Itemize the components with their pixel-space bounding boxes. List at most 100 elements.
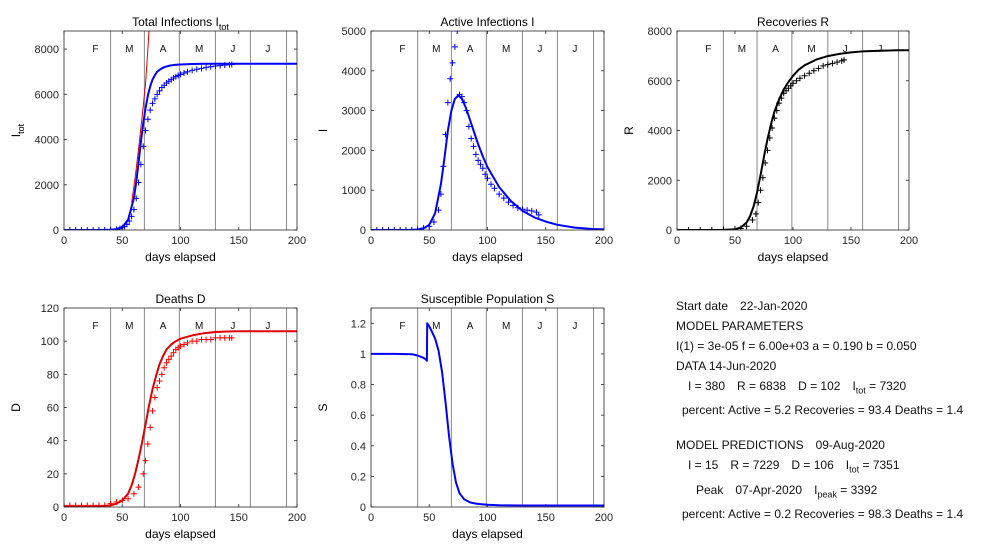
data-point <box>149 100 156 107</box>
data-point <box>472 151 479 158</box>
plot-area <box>371 31 604 230</box>
y-axis-label: D <box>9 403 23 412</box>
x-tick-label: 100 <box>171 235 189 247</box>
data-point <box>64 502 67 507</box>
chart-title: Deaths D <box>155 292 205 306</box>
month-label: A <box>160 44 167 55</box>
x-tick-label: 200 <box>595 235 613 247</box>
chart-title: Recoveries R <box>757 15 829 29</box>
data-point <box>149 407 156 414</box>
data-values-row: I = 380 R = 6838 D = 102 Itot = 7320 <box>676 376 996 400</box>
data-point <box>140 470 147 477</box>
peak-row: Peak 07-Apr-2020 Ipeak = 3392 <box>676 480 996 504</box>
data-point <box>90 227 97 230</box>
data-point <box>708 227 715 230</box>
month-label: F <box>399 321 405 332</box>
chart-total: F M A M J J0 50 100 150 20002000400060008000Total… <box>9 15 306 264</box>
data-point <box>528 207 535 214</box>
y-tick-label: 0.6 <box>351 410 366 422</box>
data-point <box>829 60 836 67</box>
data-point <box>184 68 191 75</box>
data-point <box>161 364 168 371</box>
peak-i-label: I <box>814 482 818 497</box>
y-tick-label: 0 <box>360 502 366 514</box>
y-tick-label: 5000 <box>342 26 366 38</box>
y-tick-label: 4000 <box>648 126 672 138</box>
data-point <box>500 195 507 202</box>
data-point <box>470 143 477 150</box>
data-point <box>465 123 472 130</box>
month-label: J <box>265 321 270 332</box>
series-line <box>131 31 150 203</box>
data-r: R = 6838 <box>737 379 787 393</box>
month-label: A <box>467 44 474 55</box>
y-axis-label: R <box>622 126 636 135</box>
data-point <box>95 227 102 230</box>
y-tick-label: 2000 <box>342 145 366 157</box>
month-label: A <box>467 321 474 332</box>
data-point <box>820 62 827 69</box>
plot-area <box>371 308 604 507</box>
data-point <box>749 217 756 224</box>
y-tick-label: 20 <box>47 469 59 481</box>
data-point <box>177 71 184 78</box>
data-point <box>385 227 392 230</box>
data-point <box>156 377 163 384</box>
x-tick-label: 150 <box>537 512 555 524</box>
data-point <box>496 191 503 198</box>
data-point <box>451 43 458 50</box>
data-point <box>177 343 184 350</box>
x-tick-label: 150 <box>230 235 248 247</box>
x-tick-label: 100 <box>478 512 496 524</box>
data-point <box>796 75 803 82</box>
month-label: F <box>705 44 711 55</box>
data-point <box>228 334 235 341</box>
data-point <box>144 440 151 447</box>
series-group <box>64 31 297 230</box>
data-point <box>165 356 172 363</box>
info-panel: Start date 22-Jan-2020 MODEL PARAMETERS I… <box>676 296 996 524</box>
data-point <box>397 227 404 230</box>
data-point <box>189 67 196 74</box>
data-point <box>198 65 205 72</box>
data-point <box>144 116 151 123</box>
chart-title: Active Infections I <box>440 15 534 29</box>
x-tick-label: 100 <box>784 235 802 247</box>
data-percent: percent: Active = 5.2 Recoveries = 93.4 … <box>682 403 964 418</box>
pred-d: D = 106 <box>791 458 834 473</box>
month-label: M <box>807 44 815 55</box>
data-point <box>156 87 163 94</box>
x-axis-label: days elapsed <box>452 250 523 264</box>
x-tick-label: 0 <box>368 512 374 524</box>
month-label: M <box>125 321 133 332</box>
y-tick-label: 6000 <box>648 76 672 88</box>
x-tick-label: 50 <box>423 512 435 524</box>
series-line <box>677 49 909 230</box>
data-point <box>193 66 200 73</box>
data-point <box>824 61 831 68</box>
data-itot-sub: tot <box>855 385 866 396</box>
data-point <box>130 206 137 213</box>
x-tick-label: 50 <box>116 235 128 247</box>
model-params-heading: MODEL PARAMETERS <box>676 319 804 333</box>
chart-title: Susceptible Population S <box>421 292 554 306</box>
series-group <box>371 322 604 507</box>
month-label: M <box>738 44 746 55</box>
data-point <box>790 80 796 87</box>
pred-r: R = 7229 <box>730 458 780 473</box>
data-point <box>180 341 187 348</box>
data-point <box>834 59 841 66</box>
y-tick-label: 8000 <box>648 26 672 38</box>
peak-i-sub: peak <box>817 489 837 500</box>
y-tick-label: 0.4 <box>351 441 366 453</box>
y-tick-label: 8000 <box>35 44 59 56</box>
y-tick-label: 0.8 <box>351 380 366 392</box>
pred-itot-label: I <box>845 458 850 473</box>
month-label: M <box>502 44 510 55</box>
data-point <box>193 338 200 345</box>
pred-heading-row: MODEL PREDICTIONS 09-Aug-2020 <box>676 435 996 455</box>
data-point <box>449 59 456 66</box>
chart-recoveries: F M A M J J0 50 100 150 20002000400060008000Recov… <box>622 15 918 264</box>
data-point <box>685 227 692 230</box>
data-point <box>72 502 79 507</box>
